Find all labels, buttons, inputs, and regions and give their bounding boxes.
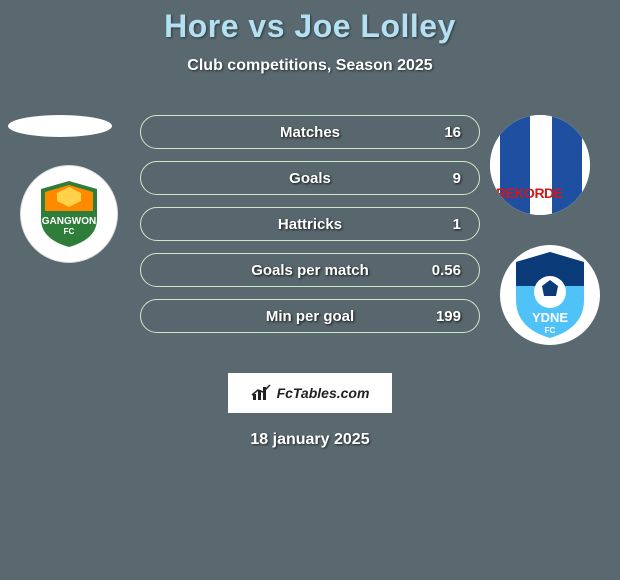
svg-text:FC: FC <box>64 227 75 236</box>
stat-row-gpm: Goals per match 0.56 <box>140 253 480 287</box>
subtitle: Club competitions, Season 2025 <box>0 57 620 75</box>
stat-row-mpg: Min per goal 199 <box>140 299 480 333</box>
stat-label: Goals <box>289 170 331 187</box>
chart-icon <box>251 384 273 402</box>
svg-text:GANGWON: GANGWON <box>42 216 96 227</box>
brand-box: FcTables.com <box>228 373 392 413</box>
stat-label: Min per goal <box>266 308 354 325</box>
stat-rows: Matches 16 Goals 9 Hattricks 1 Goals per… <box>140 115 480 345</box>
stat-value: 1 <box>453 216 461 233</box>
stat-row-hattricks: Hattricks 1 <box>140 207 480 241</box>
player-right-avatar: REKORDE <box>490 115 590 215</box>
stat-value: 0.56 <box>432 262 461 279</box>
team-right-logo: YDNE FC <box>500 245 600 345</box>
stat-value: 16 <box>444 124 461 141</box>
stat-value: 199 <box>436 308 461 325</box>
shield-icon: GANGWON FC <box>37 179 101 249</box>
jersey-icon: REKORDE <box>490 115 590 215</box>
stat-value: 9 <box>453 170 461 187</box>
stat-row-matches: Matches 16 <box>140 115 480 149</box>
stat-label: Goals per match <box>251 262 369 279</box>
page-title: Hore vs Joe Lolley <box>0 8 620 45</box>
svg-text:FC: FC <box>545 326 556 335</box>
stat-label: Matches <box>280 124 340 141</box>
stat-label: Hattricks <box>278 216 342 233</box>
team-left-logo: GANGWON FC <box>20 165 118 263</box>
stats-area: GANGWON FC Matches 16 Goals 9 Hattricks … <box>0 105 620 365</box>
date-text: 18 january 2025 <box>0 431 620 449</box>
infographic-container: Hore vs Joe Lolley Club competitions, Se… <box>0 0 620 449</box>
jersey-sponsor-text: REKORDE <box>496 185 563 201</box>
player-left-avatar <box>8 115 112 137</box>
badge-icon: YDNE FC <box>512 250 588 340</box>
svg-text:YDNE: YDNE <box>532 310 568 325</box>
stat-row-goals: Goals 9 <box>140 161 480 195</box>
brand-text: FcTables.com <box>277 385 370 401</box>
